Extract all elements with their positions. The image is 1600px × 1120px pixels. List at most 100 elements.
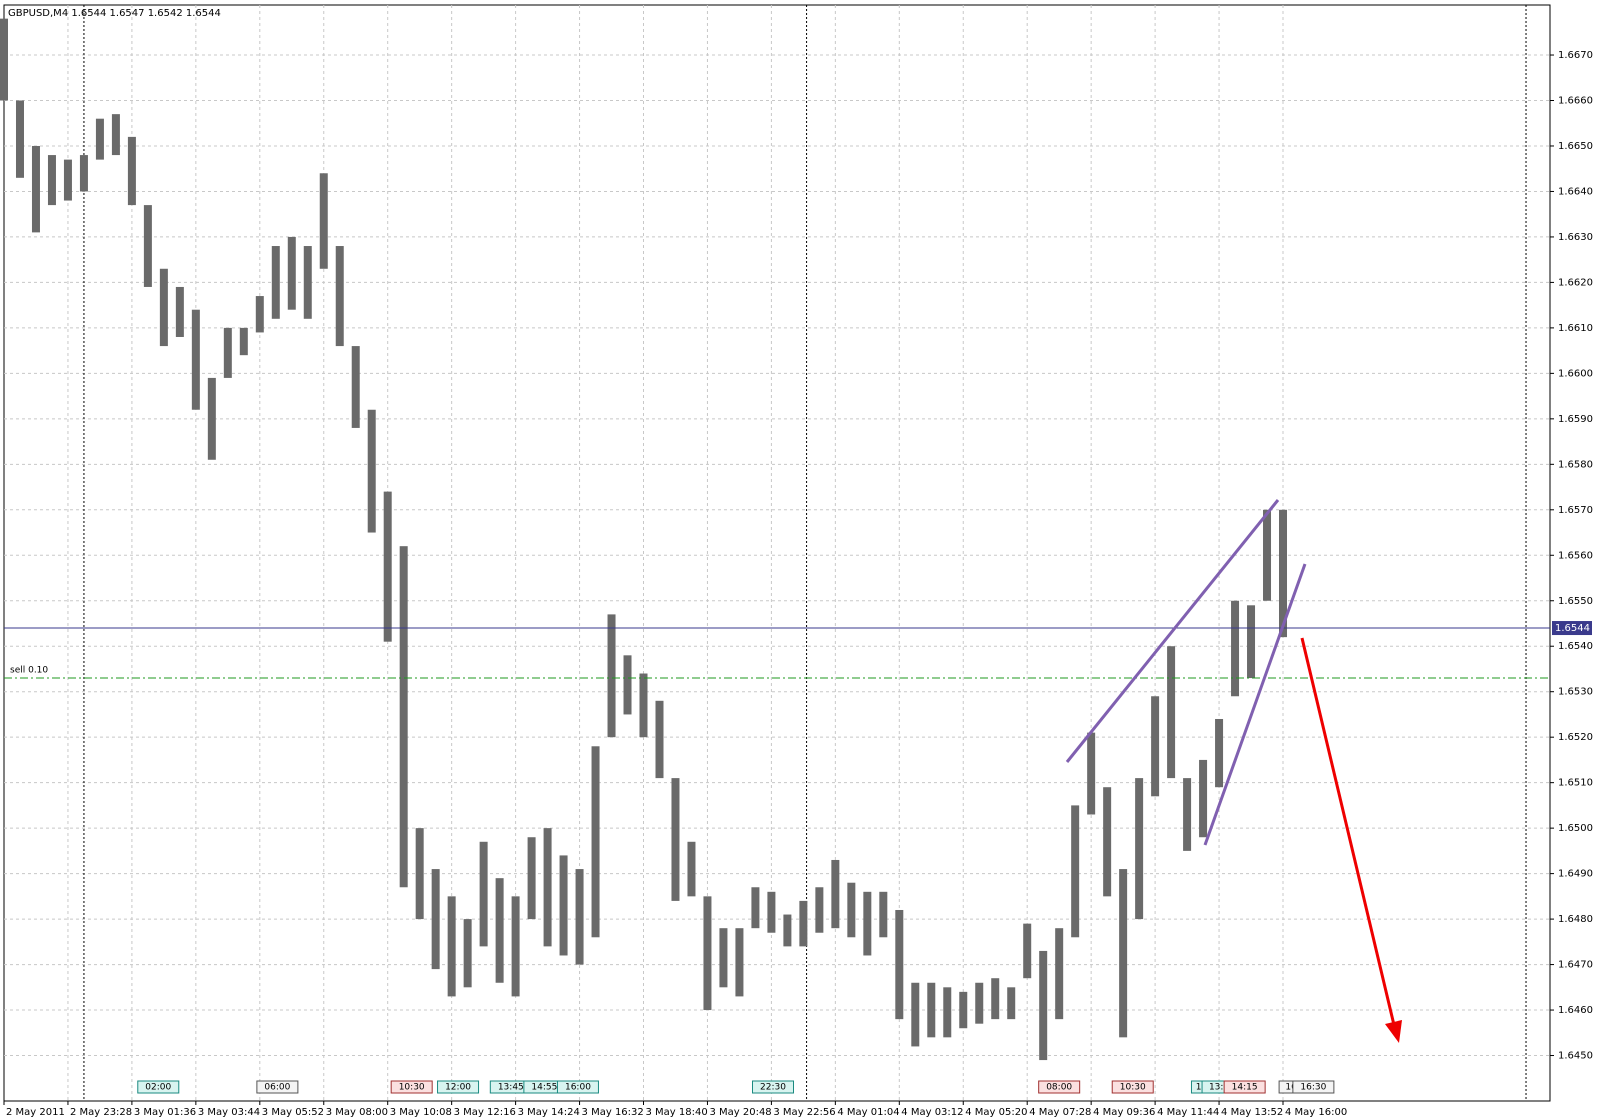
x-tick-label: 4 May 07:28 <box>1029 1107 1091 1118</box>
price-bar <box>703 896 712 1011</box>
x-tick-label: 3 May 08:00 <box>326 1107 388 1118</box>
price-bar <box>943 987 952 1038</box>
event-label: 06:00 <box>264 1083 290 1093</box>
price-bar <box>895 909 904 1020</box>
event-label: 22:30 <box>760 1083 786 1093</box>
price-bar <box>95 118 104 160</box>
y-tick-label: 1.6530 <box>1558 687 1593 698</box>
price-bar <box>671 778 680 901</box>
price-bar <box>1199 759 1208 838</box>
price-bar <box>335 246 344 347</box>
price-bar <box>463 919 472 988</box>
x-tick-label: 3 May 16:32 <box>582 1107 644 1118</box>
event-label: 13:45 <box>498 1083 524 1093</box>
price-bar <box>607 614 616 738</box>
price-bar <box>623 655 632 715</box>
x-tick-label: 3 May 01:36 <box>134 1107 196 1118</box>
price-bar <box>479 841 488 947</box>
price-bar <box>415 828 424 920</box>
price-bar <box>255 296 264 333</box>
price-bar <box>175 286 184 337</box>
price-bar <box>687 841 696 897</box>
price-bar <box>159 268 168 347</box>
price-bar <box>735 928 744 997</box>
x-tick-label: 4 May 11:44 <box>1157 1107 1219 1118</box>
y-tick-label: 1.6510 <box>1558 778 1593 789</box>
y-tick-label: 1.6650 <box>1558 141 1593 152</box>
price-bar <box>1263 509 1272 601</box>
price-bar <box>1071 805 1080 938</box>
price-bar <box>431 869 440 970</box>
x-tick-label: 3 May 18:40 <box>646 1107 708 1118</box>
y-tick-label: 1.6570 <box>1558 505 1593 516</box>
event-tag <box>556 1080 599 1094</box>
price-bar <box>1151 696 1160 797</box>
price-bar <box>991 978 1000 1020</box>
event-tag <box>752 1080 795 1094</box>
price-bar <box>1279 509 1288 638</box>
y-tick-label: 1.6640 <box>1558 186 1593 197</box>
price-bar <box>1247 605 1256 679</box>
y-tick-label: 1.6550 <box>1558 596 1593 607</box>
price-bar <box>1119 869 1128 1038</box>
trend-line <box>1065 499 1280 763</box>
price-bar <box>399 546 408 888</box>
price-bar <box>655 700 664 779</box>
price-bar <box>1055 928 1064 1020</box>
overlays: 1.6544 sell 0.10 02:00 06:00 10:30 12:00 13:45… <box>4 621 1592 1094</box>
price-bar <box>783 914 792 947</box>
price-bar <box>911 982 920 1047</box>
event-label: 16:00 <box>565 1083 591 1093</box>
price-bar <box>879 891 888 938</box>
price-bar <box>351 346 360 428</box>
x-tick-label: 4 May 16:00 <box>1285 1107 1347 1118</box>
event-tag <box>256 1080 299 1094</box>
price-bar <box>31 145 40 233</box>
price-bar <box>959 991 968 1029</box>
event-tag <box>1111 1080 1154 1094</box>
price-bar <box>1167 646 1176 779</box>
event-label: 13:3 <box>1209 1083 1229 1093</box>
x-tick-label: 3 May 12:16 <box>454 1107 516 1118</box>
y-tick-label: 1.6460 <box>1558 1005 1593 1016</box>
price-bar <box>15 100 24 178</box>
price-bar <box>319 173 328 269</box>
price-bar <box>767 891 776 933</box>
price-bar <box>559 855 568 956</box>
y-tick-label: 1.6610 <box>1558 323 1593 334</box>
price-bar <box>1103 787 1112 897</box>
x-tick-label: 3 May 14:24 <box>518 1107 580 1118</box>
price-bar <box>1215 718 1224 788</box>
price-bar <box>287 236 296 310</box>
price-bar <box>975 982 984 1024</box>
price-bar <box>847 882 856 938</box>
price-bar <box>799 900 808 947</box>
y-tick-label: 1.6560 <box>1558 550 1593 561</box>
price-bar <box>223 327 232 378</box>
x-tick-label: 3 May 05:52 <box>262 1107 324 1118</box>
price-bar <box>143 205 152 287</box>
event-label: 10:30 <box>399 1083 425 1093</box>
price-bar <box>863 891 872 956</box>
bars <box>0 18 1288 1061</box>
price-bar <box>383 491 392 642</box>
price-bar <box>207 377 216 460</box>
price-bar <box>0 18 8 101</box>
y-tick-label: 1.6470 <box>1558 960 1593 971</box>
price-bar <box>127 136 136 206</box>
event-label: 12:00 <box>445 1083 471 1093</box>
x-tick-label: 4 May 13:52 <box>1221 1107 1283 1118</box>
y-tick-label: 1.6490 <box>1558 869 1593 880</box>
price-bar <box>815 887 824 933</box>
price-bar <box>495 878 504 983</box>
price-bar <box>751 887 760 929</box>
price-bar <box>575 869 584 965</box>
price-bar <box>1135 778 1144 920</box>
price-bar <box>1231 600 1240 697</box>
price-bar <box>191 309 200 410</box>
price-bar <box>79 155 88 192</box>
event-label: 08:00 <box>1046 1083 1072 1093</box>
price-bar <box>1023 923 1032 979</box>
event-tag <box>137 1080 180 1094</box>
price-bar <box>47 155 56 206</box>
